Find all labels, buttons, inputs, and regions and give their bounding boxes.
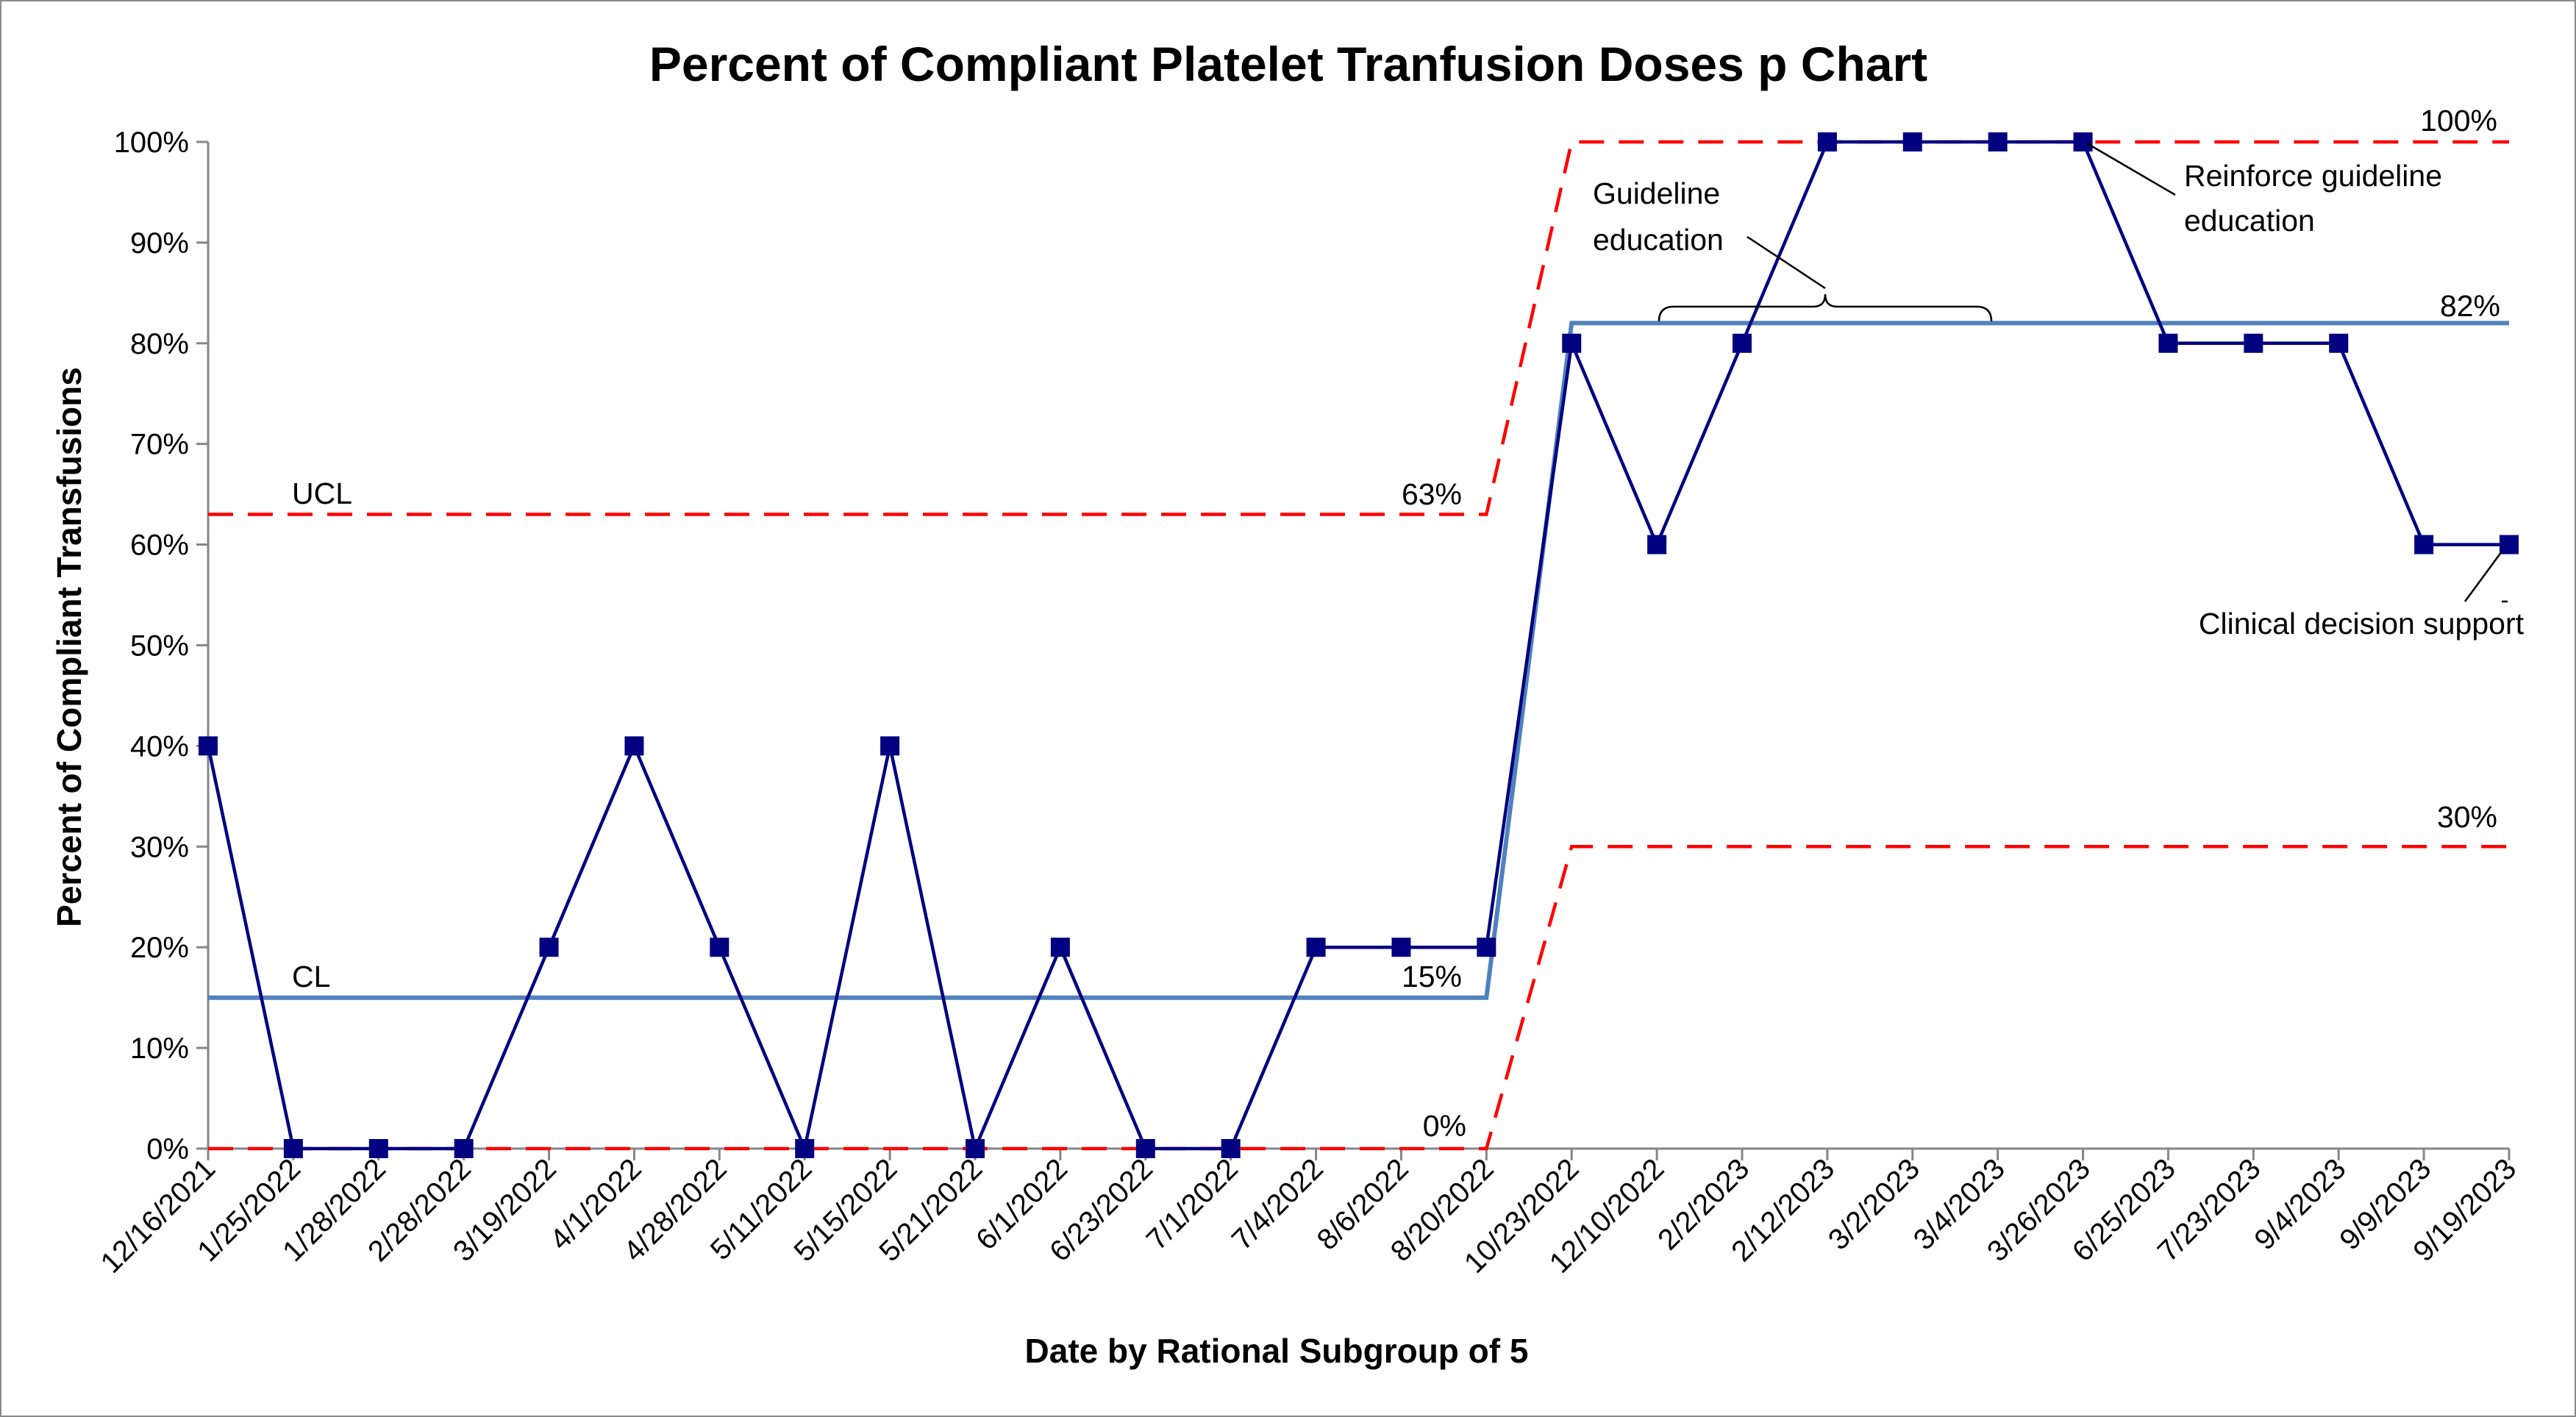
y-tick-label: 70% <box>130 429 189 461</box>
y-tick-label: 60% <box>130 529 189 562</box>
y-axis-title: Percent of Compliant Transfusions <box>50 367 88 927</box>
ucl-phase1-value: 63% <box>1402 477 1462 511</box>
annotation-guideline-line1: Guideline <box>1593 176 1720 210</box>
data-point <box>710 938 729 957</box>
data-point <box>1135 1139 1155 1158</box>
control-limits <box>208 140 2509 1151</box>
ucl-phase2-value: 100% <box>2420 104 2497 138</box>
data-point <box>2158 333 2178 353</box>
data-point <box>454 1139 474 1158</box>
data-markers <box>199 132 2519 1158</box>
data-point <box>2500 535 2519 554</box>
y-tick-label: 10% <box>130 1032 189 1065</box>
lower-control-limit <box>208 845 2509 1151</box>
annotation-cds: Clinical decision support <box>2199 607 2525 640</box>
data-point <box>368 1139 388 1158</box>
y-tick-label: 30% <box>130 831 189 863</box>
data-point <box>1221 1139 1241 1158</box>
annotation-brace <box>1658 293 1993 322</box>
lcl-phase1-value: 0% <box>1423 1109 1466 1143</box>
x-tick-label: 9/4/2023 <box>2248 1152 2352 1256</box>
x-axis-ticks: 12/16/20211/25/20221/28/20222/28/20223/1… <box>95 1149 2522 1279</box>
data-point <box>966 1139 985 1158</box>
annotation-reinforce-line1: Reinforce guideline <box>2184 159 2442 193</box>
cl-phase2-value: 82% <box>2440 289 2500 323</box>
data-point <box>539 938 559 957</box>
y-tick-label: 50% <box>130 630 189 663</box>
data-point <box>1817 132 1837 151</box>
data-point <box>1902 132 1922 151</box>
data-point <box>2414 535 2434 554</box>
cl-phase1-value: 15% <box>1402 960 1462 993</box>
y-tick-label: 20% <box>130 932 189 964</box>
data-point <box>1647 535 1667 554</box>
series-line <box>206 140 2509 1154</box>
y-axis-ticks: 0% 10% 20% 30% 40% 50% 60% 70% 80% 90% 100% <box>114 126 208 1166</box>
data-point <box>1733 333 1752 353</box>
x-tick-label: 7/4/2022 <box>1226 1152 1330 1256</box>
lcl-phase2-value: 30% <box>2437 800 2497 834</box>
data-point <box>880 736 900 756</box>
data-point <box>1988 132 2008 151</box>
chart-title: Percent of Compliant Platelet Tranfusion… <box>649 37 1927 91</box>
x-tick-label: 7/1/2022 <box>1141 1152 1244 1256</box>
annotation-guideline-line2: education <box>1593 223 1724 257</box>
data-point <box>795 1139 815 1158</box>
ucl-label: UCL <box>292 477 352 510</box>
annotation-clinical-decision-support: Clinical decision support <box>2199 551 2525 640</box>
data-point <box>283 1139 303 1158</box>
center-line <box>208 321 2509 1000</box>
x-tick-label: 12/16/2021 <box>95 1152 222 1279</box>
data-point <box>1562 333 1582 353</box>
x-tick-label: 3/2/2023 <box>1822 1152 1926 1256</box>
y-tick-label: 80% <box>130 328 189 360</box>
y-tick-label: 90% <box>130 227 189 260</box>
data-point <box>1477 938 1496 957</box>
cl-label: CL <box>292 960 330 993</box>
data-point <box>2329 333 2349 353</box>
data-point <box>2244 333 2263 353</box>
data-point <box>2073 132 2093 151</box>
annotation-reinforce-education: Reinforce guideline education <box>2086 142 2442 238</box>
upper-control-limit <box>208 140 2509 516</box>
y-tick-label: 0% <box>146 1133 189 1166</box>
y-tick-label: 40% <box>130 730 189 763</box>
data-point <box>1391 938 1411 957</box>
series-compliance <box>206 140 2509 1154</box>
data-point <box>1050 938 1070 957</box>
annotation-leader-line <box>2463 551 2508 603</box>
data-point <box>624 736 644 756</box>
data-point <box>1306 938 1326 957</box>
x-axis-title: Date by Rational Subgroup of 5 <box>1025 1332 1529 1370</box>
annotation-reinforce-line2: education <box>2184 204 2315 238</box>
y-tick-label: 100% <box>114 126 189 159</box>
data-point <box>199 736 218 756</box>
annotation-leader-line <box>2086 142 2176 196</box>
annotation-guideline-education: Guideline education <box>1593 176 1993 322</box>
annotation-leader-line <box>1747 235 1826 290</box>
